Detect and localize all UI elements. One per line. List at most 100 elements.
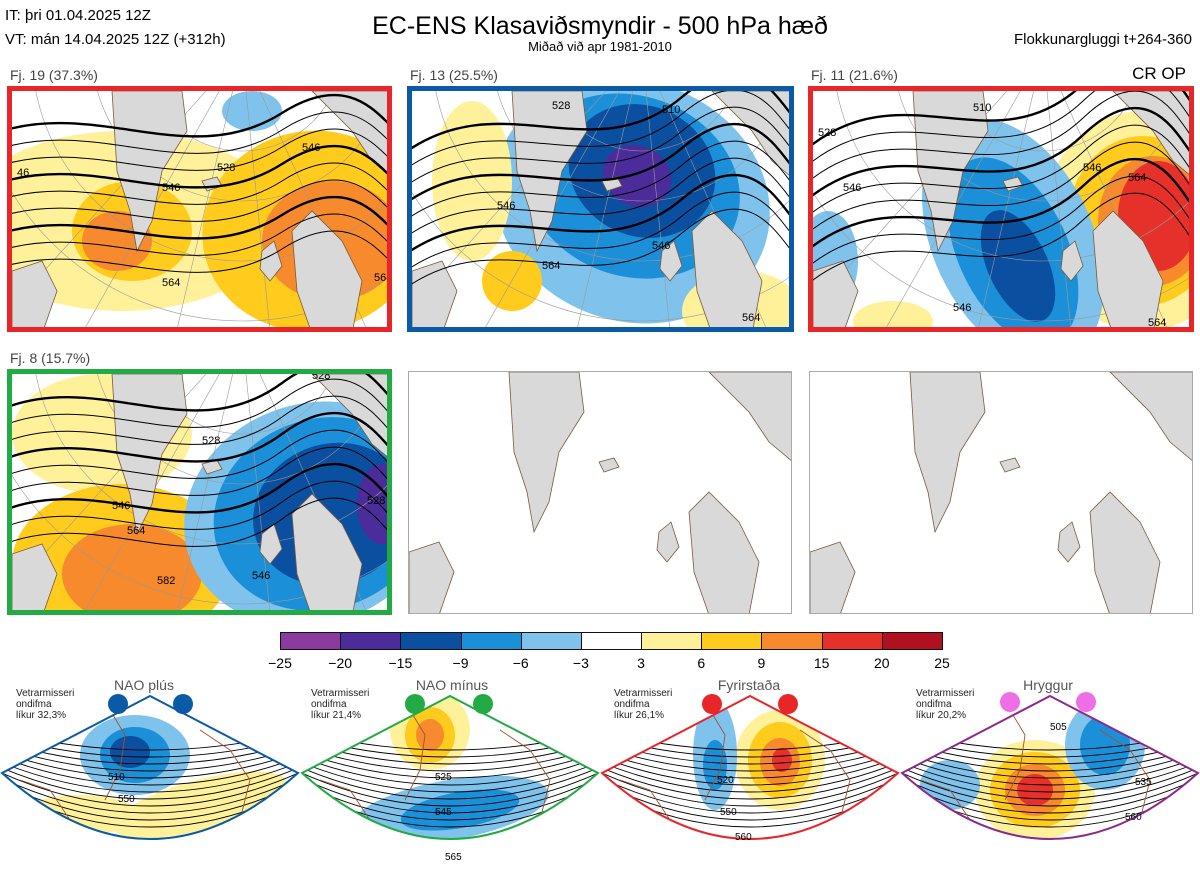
regime-height-contour bbox=[602, 779, 898, 821]
regime-height-contour bbox=[602, 764, 898, 800]
regime-contour-label: 520 bbox=[717, 775, 734, 786]
height-contour bbox=[813, 141, 1189, 230]
regime-ridge: 505 535 560 bbox=[900, 690, 1200, 871]
regime-height-contour bbox=[902, 749, 1198, 779]
height-contour bbox=[12, 462, 387, 514]
coastline bbox=[704, 709, 726, 801]
height-contour bbox=[12, 395, 387, 445]
coastline bbox=[104, 709, 126, 801]
height-contour bbox=[12, 179, 387, 222]
height-contour bbox=[813, 91, 1189, 179]
meridian-line bbox=[485, 91, 620, 327]
contour-layer bbox=[12, 93, 387, 273]
contour-label: 564 bbox=[127, 525, 145, 537]
latitude-circle bbox=[97, 91, 387, 202]
contour-label: 546 bbox=[843, 182, 861, 194]
height-contour bbox=[12, 446, 387, 496]
height-contour bbox=[12, 230, 387, 273]
height-contour bbox=[813, 157, 1189, 248]
cluster-map-4: 528 528 546 564 582 546 528 bbox=[7, 369, 392, 615]
classification-window: Flokkunargluggi t+264-360 bbox=[1013, 31, 1192, 48]
regime-height-contour bbox=[2, 759, 298, 793]
land-layer bbox=[409, 372, 791, 613]
colorbar-tick-label: −25 bbox=[268, 655, 292, 671]
height-contour bbox=[12, 411, 387, 463]
regime-height-contour bbox=[2, 754, 298, 786]
cluster-map-1: 546 528 546 564 564 46 bbox=[7, 86, 392, 332]
colorbar-tick-label: −15 bbox=[388, 655, 413, 671]
regime-height-contour bbox=[302, 749, 598, 779]
meridian-line bbox=[886, 91, 1021, 327]
anomaly-blob bbox=[400, 789, 520, 831]
height-contour bbox=[813, 91, 1189, 146]
contour-label: 46 bbox=[17, 167, 29, 179]
arctic-landmass bbox=[708, 372, 791, 461]
colorbar-cell bbox=[881, 632, 943, 650]
land-layer bbox=[810, 372, 1192, 613]
colorbar-tick-label: −3 bbox=[572, 655, 589, 671]
regime-svg: 505 535 560 bbox=[900, 692, 1200, 840]
meridian-line bbox=[245, 374, 270, 610]
regime-height-contour bbox=[2, 769, 298, 807]
anomaly-blob bbox=[62, 524, 202, 610]
regime-dot bbox=[108, 694, 128, 714]
meridian-line bbox=[978, 91, 1034, 327]
anomaly-blob bbox=[772, 748, 792, 772]
britain-landmass bbox=[659, 240, 683, 282]
coastline bbox=[1004, 709, 1026, 801]
height-contour bbox=[12, 497, 387, 547]
latitude-circle bbox=[435, 91, 789, 262]
regime-dot bbox=[1000, 692, 1020, 712]
height-contour bbox=[412, 140, 789, 217]
contour-label: 582 bbox=[157, 575, 175, 587]
latitude-circle bbox=[497, 91, 787, 202]
regime-height-contour bbox=[302, 764, 598, 800]
latitude-circle bbox=[836, 91, 1189, 262]
iceland-landmass bbox=[598, 457, 620, 473]
contour-label: 546 bbox=[652, 240, 670, 252]
height-contour bbox=[12, 162, 387, 205]
height-contour bbox=[412, 191, 789, 268]
height-contour bbox=[12, 128, 387, 171]
regime-blocking: 520 550 560 bbox=[600, 690, 902, 871]
regime-name-2: NAO mínus bbox=[415, 677, 489, 693]
cluster-map-3: 510 528 546 546 564 546 564 bbox=[808, 86, 1194, 332]
height-contour bbox=[813, 175, 1189, 264]
height-contour bbox=[412, 208, 789, 285]
latitude-circle bbox=[97, 374, 387, 485]
america-landmass bbox=[813, 260, 859, 327]
colorbar-cell bbox=[821, 632, 883, 650]
regime-note-3: Vetrarmisseri ondifma líkur 26,1% bbox=[614, 688, 673, 721]
regime-height-contour bbox=[2, 779, 298, 821]
coastline bbox=[404, 709, 426, 801]
anomaly-blob bbox=[853, 301, 933, 327]
contour-label: 546 bbox=[953, 302, 971, 314]
meridian-line bbox=[177, 374, 233, 610]
height-contour bbox=[412, 106, 789, 183]
colorbar-tick-label: −9 bbox=[452, 655, 469, 671]
regime-dot bbox=[405, 694, 425, 714]
latitude-circle bbox=[12, 474, 387, 605]
fan-outline bbox=[900, 694, 1200, 840]
britain-landmass bbox=[1057, 521, 1081, 563]
meridian-line bbox=[577, 91, 633, 327]
colorbar-tick-label: 15 bbox=[813, 655, 830, 671]
land-layer bbox=[412, 91, 789, 327]
regime-height-contour bbox=[302, 774, 598, 814]
latitude-circle bbox=[35, 374, 387, 545]
latitude-circle bbox=[35, 91, 387, 262]
land-layer bbox=[12, 374, 387, 610]
map-svg: 528 528 546 564 582 546 528 bbox=[12, 374, 387, 610]
regime-height-contour bbox=[302, 754, 598, 786]
panel-label-4: Fj. 8 (15.7%) bbox=[10, 350, 91, 366]
regime-name-4: Hryggur bbox=[1023, 677, 1073, 693]
panel-label-3: Fj. 11 (21.6%) bbox=[811, 67, 898, 83]
regime-contour-label: 560 bbox=[735, 832, 752, 843]
height-contour bbox=[412, 91, 789, 166]
map-svg: 528 510 546 546 564 564 bbox=[412, 91, 789, 327]
colorbar-tick-label: 3 bbox=[637, 655, 645, 671]
colorbar-cell bbox=[460, 632, 522, 650]
colorbar-cell bbox=[580, 632, 643, 650]
meridian-line bbox=[245, 91, 270, 327]
height-contour bbox=[12, 144, 387, 189]
